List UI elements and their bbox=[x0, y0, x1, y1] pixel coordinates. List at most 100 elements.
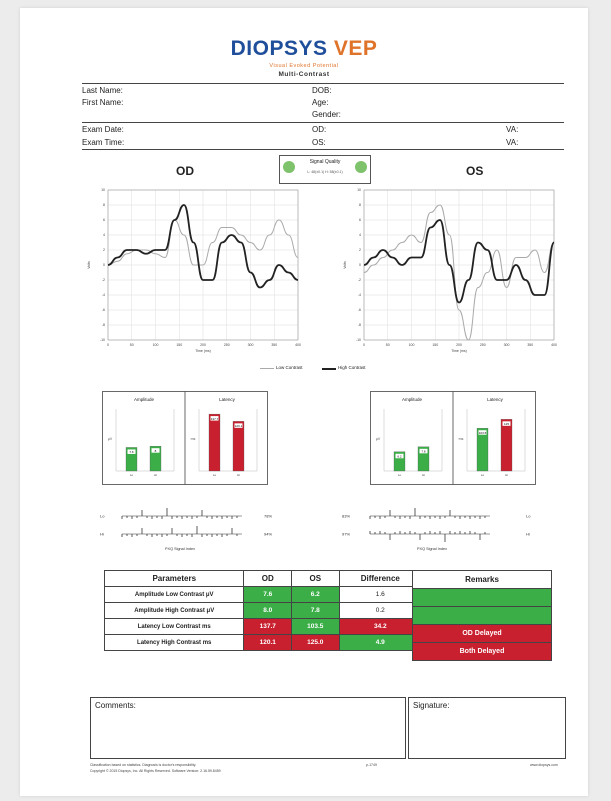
os-signal-index: 83% Lo 97% Hi PXQ Signal Index bbox=[342, 508, 531, 551]
va-od-label: VA: bbox=[506, 125, 519, 134]
bar bbox=[208, 413, 221, 472]
divider bbox=[82, 149, 564, 150]
remarks-table: Remarks OD Delayed Both Delayed bbox=[412, 570, 552, 661]
bar-category-label: Lo bbox=[213, 473, 217, 477]
header-difference: Difference bbox=[338, 570, 423, 587]
bar-category-label: Lo bbox=[481, 473, 485, 477]
bar-category-label: Lo bbox=[398, 473, 402, 477]
bar-value-bg bbox=[210, 416, 219, 421]
x-tick-label: 300 bbox=[504, 343, 510, 347]
os-value: 7.8 bbox=[291, 602, 340, 619]
bar-chart-title: Latency bbox=[487, 397, 504, 402]
remark-both-delayed: Both Delayed bbox=[412, 642, 552, 661]
x-tick-label: 250 bbox=[480, 343, 486, 347]
bar bbox=[417, 446, 430, 472]
header-od: OD bbox=[243, 570, 293, 587]
x-tick-label: 400 bbox=[295, 343, 301, 347]
high-contrast-series-line bbox=[107, 204, 299, 289]
x-tick-label: 400 bbox=[551, 343, 557, 347]
table-row: Amplitude High Contrast μV 8.0 7.8 0.2 bbox=[103, 602, 423, 619]
difference-value: 34.2 bbox=[338, 618, 423, 635]
legend-low-swatch bbox=[260, 368, 274, 369]
divider bbox=[82, 122, 564, 123]
x-tick-label: 50 bbox=[386, 343, 390, 347]
difference-value: 0.2 bbox=[338, 602, 423, 619]
legend-high-label: High Contrast bbox=[338, 365, 366, 370]
gender-label: Gender: bbox=[312, 110, 341, 119]
bar-category-label: Hi bbox=[505, 473, 508, 477]
x-tick-label: 350 bbox=[271, 343, 277, 347]
y-tick-label: -10 bbox=[100, 338, 105, 342]
x-axis-label: Time (ms) bbox=[195, 349, 211, 353]
last-name-label: Last Name: bbox=[82, 86, 123, 95]
bar-y-unit: ms bbox=[459, 437, 464, 441]
bar-value-bg bbox=[234, 423, 243, 428]
bar-value-label: 7.6 bbox=[129, 450, 134, 454]
y-tick-label: 6 bbox=[103, 218, 105, 222]
remark-row bbox=[412, 588, 552, 607]
y-tick-label: 10 bbox=[357, 188, 361, 192]
y-tick-label: -8 bbox=[102, 323, 105, 327]
y-tick-label: -2 bbox=[102, 278, 105, 282]
table-row: Latency Low Contrast ms 137.7 103.5 34.2 bbox=[103, 618, 423, 635]
y-tick-label: 2 bbox=[359, 248, 361, 252]
bar-value-label: 8 bbox=[155, 449, 157, 453]
signal-index-percent: 78% bbox=[264, 514, 272, 519]
signal-index-percent: 94% bbox=[264, 532, 272, 537]
param-name: Amplitude High Contrast μV bbox=[103, 602, 245, 619]
bar bbox=[232, 421, 245, 472]
x-tick-label: 150 bbox=[176, 343, 182, 347]
signal-od-indicator-icon bbox=[283, 161, 295, 173]
od-bar-charts: Amplitude μV 7.6 Lo 8 Hi Latency ms 137.7 Lo 120.1… bbox=[102, 391, 268, 485]
first-name-label: First Name: bbox=[82, 98, 124, 107]
footer-copyright: Copyright © 2015 Diopsys, Inc. All Right… bbox=[90, 769, 221, 773]
param-name: Amplitude Low Contrast μV bbox=[103, 586, 245, 603]
bar-value-label: 7.8 bbox=[421, 450, 426, 454]
low-contrast-series-line bbox=[363, 204, 555, 341]
od-label: OD: bbox=[312, 125, 327, 134]
y-tick-label: 2 bbox=[103, 248, 105, 252]
os-value: 6.2 bbox=[291, 586, 340, 603]
footer-page-code: p-1749 bbox=[366, 763, 377, 767]
y-tick-label: -4 bbox=[358, 293, 361, 297]
bar-y-unit: μV bbox=[108, 437, 113, 441]
bar-chart-title: Latency bbox=[219, 397, 236, 402]
y-tick-label: -4 bbox=[102, 293, 105, 297]
x-tick-label: 100 bbox=[409, 343, 415, 347]
header-os: OS bbox=[291, 570, 340, 587]
bar-value-bg bbox=[502, 421, 511, 426]
brand-logo: DIOPSYS VEP bbox=[230, 37, 378, 60]
bar-category-label: Hi bbox=[154, 473, 157, 477]
y-tick-label: -8 bbox=[358, 323, 361, 327]
bar-value-label: 137.7 bbox=[211, 417, 219, 421]
signal-index-row-label: Hi bbox=[526, 532, 530, 537]
signal-index-title: PXQ Signal Index bbox=[165, 547, 195, 551]
bar-value-label: 6.2 bbox=[397, 454, 402, 458]
mode-title: Multi-Contrast bbox=[278, 71, 330, 78]
os-title: OS bbox=[466, 164, 484, 178]
signal-index-percent: 97% bbox=[342, 532, 350, 537]
bar-value-bg bbox=[478, 430, 487, 435]
exam-date-label: Exam Date: bbox=[82, 125, 124, 134]
y-tick-label: 10 bbox=[101, 188, 105, 192]
table-header: Parameters OD OS Difference bbox=[103, 570, 423, 587]
y-tick-label: -2 bbox=[358, 278, 361, 282]
signal-index-title: PXQ Signal Index bbox=[417, 547, 447, 551]
signal-quality-box: Signal Quality L: 48(±0.1) H: 58(±0.1) bbox=[279, 155, 371, 184]
od-value: 8.0 bbox=[243, 602, 293, 619]
bar-value-bg bbox=[395, 453, 404, 459]
y-tick-label: -10 bbox=[356, 338, 361, 342]
os-value: 125.0 bbox=[291, 634, 340, 651]
divider bbox=[82, 83, 564, 84]
od-value: 137.7 bbox=[243, 618, 293, 635]
remark-row bbox=[412, 606, 552, 625]
y-tick-label: -6 bbox=[358, 308, 361, 312]
os-waveform-chart: 0 50 100 150 200 250 300 350 400 10 8 6 4 2 0 -2 -4 -6 -8 -… bbox=[343, 188, 557, 353]
header-parameters: Parameters bbox=[103, 570, 245, 587]
os-bar-charts: Amplitude μV 6.2 Lo 7.8 Hi Latency ms 103.5 Lo 125… bbox=[370, 391, 536, 485]
x-tick-label: 250 bbox=[224, 343, 230, 347]
od-title: OD bbox=[176, 164, 194, 178]
signal-quality-title: Signal Quality bbox=[309, 159, 341, 165]
bar-value-label: 103.5 bbox=[479, 431, 487, 435]
difference-value: 1.6 bbox=[338, 586, 423, 603]
